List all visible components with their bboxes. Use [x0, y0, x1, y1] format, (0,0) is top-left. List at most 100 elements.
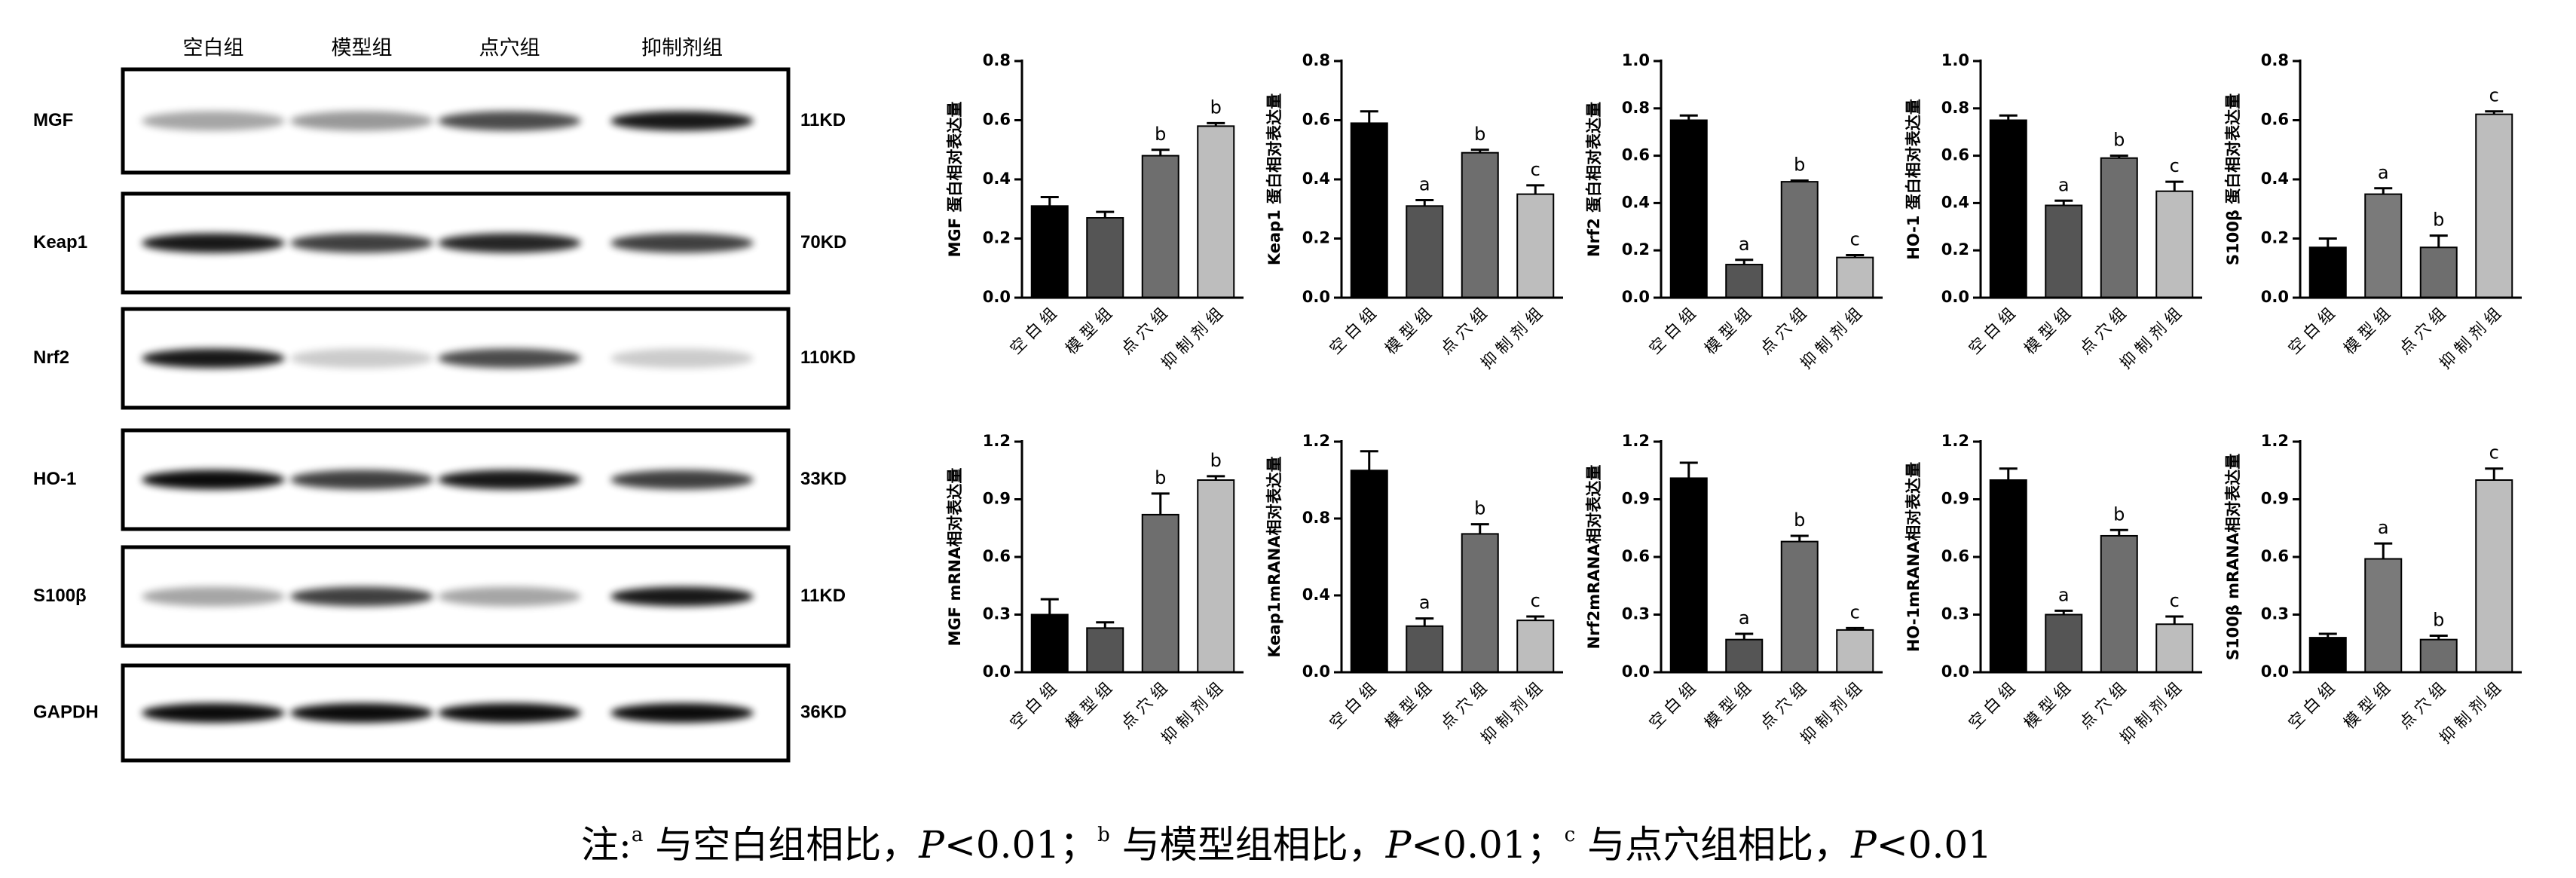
- bar: [1030, 205, 1069, 299]
- bar: [1669, 477, 1708, 673]
- y-tick-label: 0.6: [983, 547, 1011, 565]
- error-bar: [1526, 615, 1545, 621]
- footnote: 注:a 与空白组相比，P<0.01；b 与模型组相比，P<0.01；c 与点穴组…: [581, 823, 1992, 867]
- bar: [1406, 625, 1444, 673]
- y-tick-label: 0.4: [983, 170, 1011, 188]
- axes: [2299, 60, 2522, 299]
- band: [610, 703, 754, 723]
- bar: [2100, 534, 2138, 674]
- band: [142, 233, 285, 253]
- y-tick-label: 0.4: [1941, 193, 1969, 211]
- error-bar: [1679, 114, 1698, 121]
- x-tick-label: 点 穴 组: [2076, 304, 2130, 358]
- band: [438, 111, 581, 131]
- band: [610, 233, 754, 253]
- y-tick-label: 0.0: [983, 288, 1011, 306]
- row-label: GAPDH: [33, 702, 99, 722]
- band: [142, 703, 285, 723]
- annotation: c: [1850, 228, 1860, 249]
- x-tick-label: 空 白 组: [1646, 304, 1699, 358]
- error-bar: [1846, 626, 1865, 630]
- annotation: c: [1531, 590, 1540, 611]
- note-text: 与点穴组相比，: [1575, 823, 1851, 867]
- bar: [1086, 217, 1124, 298]
- x-tick-label: 模 型 组: [1701, 304, 1755, 358]
- axes: [2299, 440, 2522, 674]
- row-label: HO-1: [33, 469, 76, 489]
- bar: [1197, 479, 1235, 673]
- annotation: a: [2378, 517, 2389, 538]
- y-tick-label: 0.6: [1941, 547, 1969, 565]
- y-tick-label: 0.0: [1941, 662, 1969, 681]
- band: [610, 348, 754, 369]
- bar: [1516, 193, 1555, 298]
- axes: [1020, 440, 1244, 674]
- bar: [2364, 558, 2403, 673]
- note-stat: P: [1385, 823, 1412, 867]
- bar: [1197, 125, 1235, 298]
- annotation: a: [1419, 592, 1430, 613]
- band: [438, 470, 581, 490]
- annotation: a: [2058, 174, 2070, 195]
- error-bar: [2485, 467, 2504, 480]
- y-tick-label: 0.0: [2261, 288, 2289, 306]
- bar: [1989, 119, 2027, 298]
- band: [438, 703, 581, 723]
- bar: [1141, 513, 1179, 674]
- bar: [1780, 540, 1819, 673]
- bar: [1725, 264, 1764, 299]
- bar: [1141, 154, 1179, 298]
- y-tick-label: 0.0: [1302, 662, 1330, 681]
- note-superscript: c: [1565, 824, 1576, 846]
- note-text: 与空白组相比，: [643, 823, 919, 867]
- axes: [1020, 60, 1244, 299]
- band: [142, 348, 285, 369]
- annotation: c: [2170, 155, 2180, 176]
- y-tick-label: 1.2: [2261, 432, 2289, 450]
- y-tick-label: 0.2: [1622, 240, 1650, 259]
- band: [610, 586, 754, 607]
- x-tick-label: 空 白 组: [2285, 304, 2339, 358]
- y-tick-label: 0.9: [2261, 490, 2289, 508]
- y-tick-label: 1.0: [1941, 51, 1969, 69]
- y-tick-label: 0.8: [1941, 99, 1969, 117]
- y-axis-label: Nrf2mRANA相对表达量: [1585, 465, 1603, 650]
- y-tick-label: 0.8: [1302, 51, 1330, 69]
- y-tick-label: 0.4: [1622, 193, 1650, 211]
- error-bar: [2374, 187, 2393, 194]
- column-label: 点穴组: [479, 37, 540, 60]
- bar: [2419, 246, 2458, 298]
- x-tick-label: 点 穴 组: [1757, 304, 1810, 358]
- y-tick-label: 0.0: [983, 662, 1011, 681]
- error-bar: [2054, 609, 2073, 615]
- annotation: a: [1739, 234, 1750, 255]
- bar: [2475, 113, 2513, 298]
- annotation: b: [2113, 130, 2125, 151]
- x-tick-label: 点 穴 组: [1437, 304, 1491, 358]
- bar: [1989, 479, 2027, 673]
- x-tick-label: 空 白 组: [1326, 679, 1380, 733]
- bar: [1780, 181, 1819, 298]
- error-bar: [1470, 523, 1489, 534]
- x-tick-label: 空 白 组: [1966, 679, 2019, 733]
- y-tick-label: 1.0: [1622, 51, 1650, 69]
- error-bar: [1526, 184, 1545, 194]
- y-tick-label: 0.4: [1302, 170, 1330, 188]
- annotation: a: [2058, 584, 2070, 605]
- bar: [1836, 629, 1874, 674]
- y-tick-label: 0.4: [1302, 586, 1330, 604]
- size-label: 110KD: [800, 347, 855, 368]
- y-tick-label: 0.0: [2261, 662, 2289, 681]
- y-axis-label: HO-1mRANA相对表达量: [1904, 462, 1923, 652]
- bar: [1350, 470, 1388, 673]
- x-tick-label: 点 穴 组: [1757, 679, 1810, 733]
- y-axis-label: MGF 蛋白相对表达量: [946, 102, 964, 258]
- bar: [2475, 479, 2513, 673]
- annotation: c: [2489, 442, 2499, 463]
- row-label: S100β: [33, 586, 87, 606]
- band: [290, 703, 433, 723]
